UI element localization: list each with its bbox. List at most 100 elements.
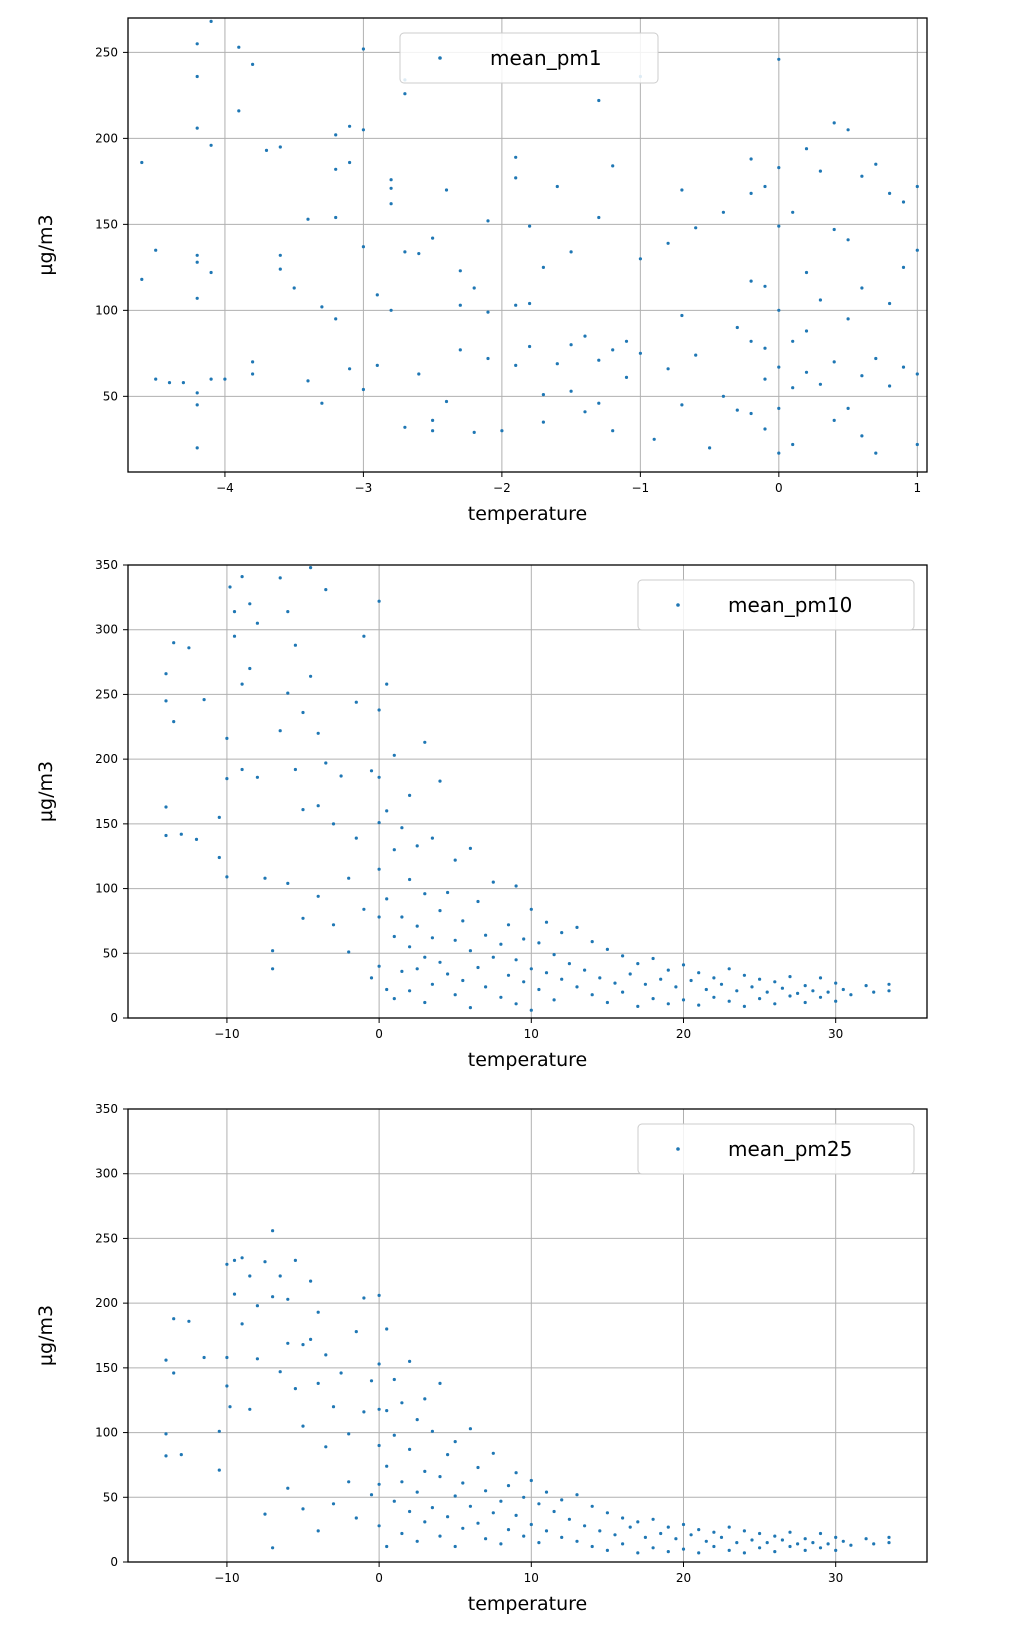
data-point — [506, 1484, 511, 1488]
data-point — [362, 907, 366, 911]
data-point — [567, 1517, 572, 1521]
data-point — [354, 1516, 358, 1520]
data-point — [697, 1003, 701, 1007]
data-point — [803, 1000, 807, 1005]
data-point — [195, 126, 199, 130]
data-point — [860, 434, 864, 438]
data-point — [651, 1546, 655, 1550]
data-point — [362, 1296, 366, 1300]
data-point — [301, 808, 305, 812]
data-point — [484, 1489, 488, 1493]
data-point — [354, 700, 358, 704]
data-point — [666, 968, 670, 972]
y-axis-label: µg/m3 — [35, 1305, 57, 1366]
data-point — [240, 767, 244, 772]
data-point — [777, 57, 781, 61]
data-point — [773, 980, 777, 984]
data-point — [872, 1542, 876, 1546]
data-point — [849, 1543, 853, 1547]
y-tick-label: 50 — [103, 946, 118, 960]
data-point — [818, 169, 823, 173]
data-point — [613, 1533, 617, 1537]
data-point — [209, 270, 213, 275]
data-point — [628, 1525, 632, 1529]
data-point — [293, 643, 297, 647]
data-point — [901, 365, 906, 369]
data-point — [438, 779, 442, 783]
data-point — [849, 993, 853, 997]
data-point — [195, 260, 199, 264]
data-point — [408, 989, 412, 993]
data-point — [777, 451, 781, 455]
data-point — [286, 1341, 290, 1345]
data-point — [719, 1535, 724, 1539]
data-point — [377, 708, 381, 712]
data-point — [552, 953, 556, 957]
data-point — [915, 248, 919, 252]
data-point — [597, 98, 601, 103]
data-point — [369, 976, 374, 980]
data-point — [887, 1535, 891, 1539]
data-point — [621, 1542, 625, 1546]
data-point — [651, 1517, 655, 1521]
data-point — [749, 279, 753, 283]
data-point — [377, 1443, 381, 1448]
legend: mean_pm25 — [637, 1123, 915, 1175]
data-point — [529, 907, 533, 911]
plot-frame — [127, 564, 928, 1019]
y-tick-label: 200 — [95, 131, 118, 145]
data-point — [320, 305, 324, 309]
data-point — [453, 858, 457, 862]
chart-pm1: −4 −3 −2 −1 0 150100150200250temperatureµg/m3… — [35, 17, 928, 525]
data-point — [804, 270, 809, 275]
data-point — [846, 238, 850, 242]
data-point — [834, 981, 838, 985]
data-point — [408, 945, 412, 949]
x-axis-label: temperature — [468, 1593, 587, 1615]
data-point — [461, 978, 465, 983]
data-point — [491, 1451, 495, 1455]
data-point — [758, 1546, 762, 1550]
data-point — [491, 880, 495, 884]
data-point — [811, 989, 815, 993]
data-point — [796, 991, 800, 996]
data-point — [309, 1279, 313, 1283]
data-point — [544, 1529, 549, 1533]
data-point — [468, 846, 472, 851]
y-tick-label: 250 — [95, 1231, 118, 1245]
data-point — [689, 1533, 693, 1537]
data-point — [377, 599, 381, 603]
data-point — [575, 925, 579, 930]
data-point — [735, 325, 739, 330]
data-point — [901, 200, 906, 204]
data-point — [506, 1528, 511, 1532]
data-point — [681, 1522, 686, 1527]
data-point — [453, 993, 457, 997]
data-point — [444, 188, 449, 192]
data-point — [286, 1297, 290, 1301]
x-tick-label: −4 — [216, 481, 234, 495]
data-point — [528, 224, 532, 228]
data-point — [522, 1534, 526, 1538]
data-point — [217, 1429, 221, 1433]
data-point — [194, 837, 199, 842]
data-point — [472, 430, 476, 434]
data-point — [347, 950, 351, 954]
data-point — [446, 890, 450, 895]
data-point — [486, 356, 490, 361]
data-point — [834, 1548, 838, 1552]
data-point — [818, 1531, 823, 1536]
data-point — [339, 774, 343, 778]
data-point — [278, 1370, 282, 1374]
data-point — [202, 698, 206, 702]
data-point — [788, 975, 792, 979]
data-point — [232, 1292, 237, 1296]
data-point — [286, 691, 290, 695]
data-point — [575, 1539, 579, 1543]
data-point — [403, 250, 407, 254]
data-point — [621, 990, 625, 994]
data-point — [689, 978, 693, 983]
data-point — [514, 958, 518, 962]
data-point — [652, 437, 656, 441]
